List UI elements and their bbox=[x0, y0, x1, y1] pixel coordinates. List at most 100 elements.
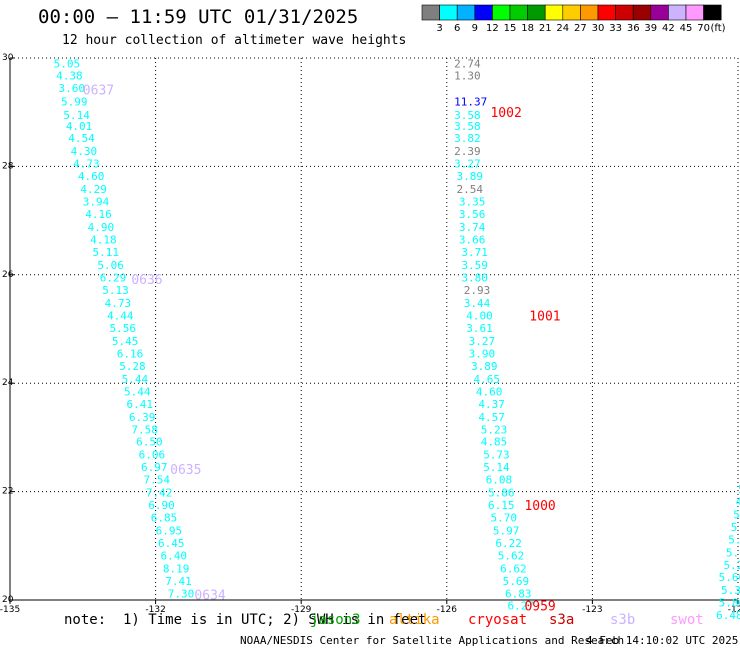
y-tick-label: 30 bbox=[2, 53, 14, 63]
wave-height-label: 6.45 bbox=[158, 537, 185, 550]
x-tick-label: -120 bbox=[728, 605, 740, 615]
wave-height-label: 6.40 bbox=[160, 550, 187, 563]
colorbar-label: 21 bbox=[539, 23, 552, 34]
wave-height-label: 6.95 bbox=[156, 525, 183, 538]
wave-height-label: 3.90 bbox=[469, 347, 496, 360]
page-subtitle: 12 hour collection of altimeter wave hei… bbox=[62, 33, 407, 48]
wave-height-label: 6.15 bbox=[488, 499, 515, 512]
wave-height-label: 5.70 bbox=[490, 512, 516, 525]
wave-height-label: 4. bbox=[736, 495, 740, 508]
wave-height-label: 6.22 bbox=[495, 537, 522, 550]
y-tick-label: 20 bbox=[2, 595, 14, 605]
wave-height-label: 3.74 bbox=[459, 221, 486, 234]
wave-height-label: 3.71 bbox=[461, 246, 488, 259]
wave-height-label: 5.73 bbox=[483, 449, 510, 462]
colorbar-label: 42 bbox=[662, 23, 675, 34]
wave-height-label: 3.89 bbox=[471, 360, 498, 373]
wave-height-label: 5.97 bbox=[493, 525, 520, 538]
wave-height-label: 2.74 bbox=[454, 57, 481, 70]
wave-height-label: 7.54 bbox=[143, 474, 170, 487]
wave-height-label: 5.86 bbox=[488, 487, 515, 500]
wave-height-label: 3.27 bbox=[469, 335, 496, 348]
wave-height-label: 2.39 bbox=[454, 145, 481, 158]
wave-height-label: 5.62 bbox=[726, 546, 740, 559]
wave-height-label: 5.80 bbox=[719, 597, 740, 610]
pass-time-label: 1001 bbox=[529, 309, 560, 324]
wave-height-label: 4.44 bbox=[107, 309, 134, 322]
wave-height-label: 6.50 bbox=[136, 436, 163, 449]
wave-height-label: 4.90 bbox=[88, 221, 115, 234]
wave-height-label: 5. bbox=[733, 508, 740, 521]
colorbar-label: 3 bbox=[436, 23, 442, 34]
wave-height-label: 4.29 bbox=[80, 183, 107, 196]
wave-height-label: 5.60 bbox=[719, 571, 740, 584]
wave-height-label: 6.16 bbox=[117, 347, 144, 360]
colorbar-label: 9 bbox=[472, 23, 478, 34]
wave-height-label: 5.44 bbox=[122, 373, 149, 386]
pass-time-label: 0959 bbox=[524, 599, 555, 614]
pass-time-label: 0634 bbox=[194, 589, 225, 604]
wave-height-label: 5.14 bbox=[63, 109, 90, 122]
wave-height-label: 3.59 bbox=[461, 259, 488, 272]
wave-height-label: 3.58 bbox=[454, 109, 481, 122]
wave-height-label: 3.94 bbox=[83, 196, 110, 209]
x-tick-label: -135 bbox=[0, 605, 20, 615]
wave-height-label: 3.56 bbox=[459, 208, 486, 221]
x-tick-label: -126 bbox=[437, 605, 458, 615]
wave-height-label: 11.37 bbox=[454, 95, 487, 108]
wave-height-label: 6.83 bbox=[505, 587, 532, 600]
wave-height-label: 4.60 bbox=[476, 385, 503, 398]
wave-height-label: 4.38 bbox=[56, 69, 83, 82]
x-tick-label: -129 bbox=[291, 605, 312, 615]
wave-height-label: 5.26 bbox=[723, 559, 740, 572]
colorbar-unit: (ft) bbox=[710, 23, 725, 34]
wave-height-label: 7.41 bbox=[165, 575, 192, 588]
wave-height-label: 6.39 bbox=[129, 411, 156, 424]
wave-height-label: 4.00 bbox=[466, 309, 493, 322]
y-tick-label: 24 bbox=[2, 378, 14, 388]
wave-height-label: 4.01 bbox=[66, 120, 93, 133]
data-points: 5.054.383.605.995.144.014.544.304.734.60… bbox=[54, 57, 740, 622]
wave-height-label: 5.23 bbox=[481, 423, 508, 436]
wave-height-label: 3.60 bbox=[59, 82, 86, 95]
color-legend: 3 6 9 12 15 18 21 24 27 30 33 36 39 42 45 70 (ft) bbox=[421, 4, 726, 34]
wave-height-label: 3.58 bbox=[454, 120, 481, 133]
wave-height-label: 3.66 bbox=[459, 234, 486, 247]
wave-height-label: 4.73 bbox=[105, 297, 132, 310]
page-title: 00:00 – 11:59 UTC 01/31/2025 bbox=[38, 6, 359, 28]
wave-height-label: 4.18 bbox=[90, 234, 117, 247]
colorbar-label: 15 bbox=[504, 23, 517, 34]
colorbar-label: 70 bbox=[697, 23, 710, 34]
wave-height-label: 5.69 bbox=[503, 575, 530, 588]
wave-height-label: 2.93 bbox=[464, 284, 491, 297]
colorbar-label: 12 bbox=[486, 23, 499, 34]
wave-height-label: 4.73 bbox=[73, 158, 100, 171]
wave-height-label: 6.62 bbox=[500, 563, 526, 576]
wave-height-label: 6.27 bbox=[507, 599, 534, 612]
pass-time-label: 1002 bbox=[490, 106, 521, 121]
colorbar-label: 18 bbox=[521, 23, 534, 34]
wave-height-label: 4.54 bbox=[68, 132, 95, 145]
y-tick-label: 22 bbox=[2, 487, 13, 497]
wave-height-label: 4.16 bbox=[85, 208, 112, 221]
wave-height-label: 5.45 bbox=[112, 335, 139, 348]
colorbar-label: 36 bbox=[627, 23, 640, 34]
wave-height-label: 6.90 bbox=[148, 499, 175, 512]
pass-time-label: 0637 bbox=[83, 83, 114, 98]
wave-height-label: 3.35 bbox=[459, 196, 486, 209]
wave-height-label: 3.27 bbox=[454, 158, 481, 171]
pass-time-label: 0636 bbox=[131, 273, 162, 288]
wave-height-label: 5.28 bbox=[119, 360, 146, 373]
colorbar-label: 6 bbox=[454, 23, 460, 34]
wave-height-label: 7.58 bbox=[131, 423, 158, 436]
wave-height-label: 4.30 bbox=[71, 145, 98, 158]
wave-height-label: 3.82 bbox=[454, 132, 481, 145]
wave-height-label: 5.14 bbox=[483, 461, 510, 474]
wave-height-label: 1.30 bbox=[454, 69, 481, 82]
wave-height-label: 4.60 bbox=[78, 170, 105, 183]
wave-height-label: 3.80 bbox=[461, 272, 488, 285]
wave-height-label: 6.41 bbox=[126, 398, 153, 411]
wave-height-label: 5.13 bbox=[102, 284, 129, 297]
wave-height-label: 6.85 bbox=[151, 512, 178, 525]
wave-height-label: 2.54 bbox=[457, 183, 484, 196]
